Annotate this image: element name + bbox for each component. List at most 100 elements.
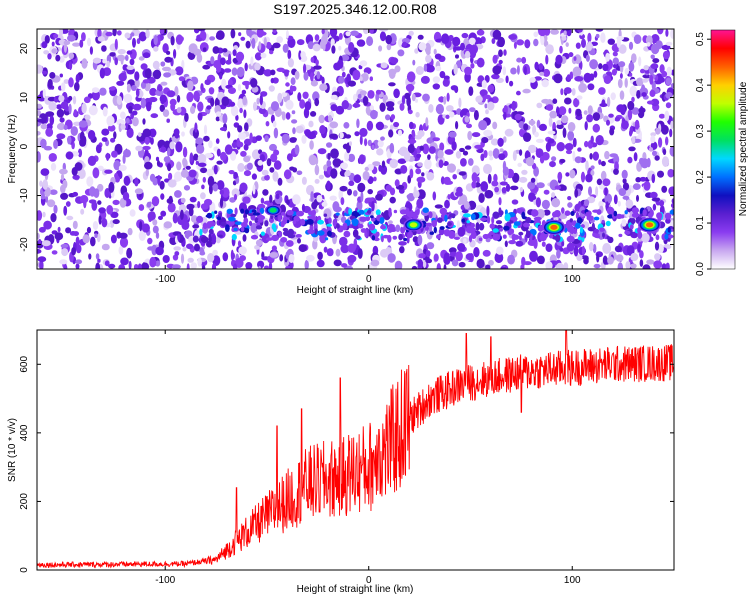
noise-blob xyxy=(92,57,102,64)
noise-blob xyxy=(259,94,263,106)
noise-blob xyxy=(425,250,431,258)
noise-blob xyxy=(104,169,113,174)
noise-blob xyxy=(357,182,366,193)
chart-title: S197.2025.346.12.00.R08 xyxy=(273,1,437,17)
noise-blob xyxy=(160,210,167,217)
noise-blob xyxy=(314,34,320,42)
noise-blob xyxy=(508,240,516,245)
noise-blob xyxy=(369,76,373,81)
noise-blob xyxy=(600,170,607,181)
noise-blob xyxy=(296,39,305,46)
noise-blob xyxy=(670,83,674,89)
noise-blob xyxy=(163,221,173,229)
noise-blob xyxy=(539,71,545,76)
signal-blob xyxy=(618,233,623,238)
noise-blob xyxy=(425,54,432,63)
noise-blob xyxy=(243,155,251,163)
noise-blob xyxy=(125,54,129,62)
noise-blob xyxy=(340,162,348,170)
noise-blob xyxy=(488,259,494,266)
noise-blob xyxy=(402,41,407,47)
noise-blob xyxy=(653,260,663,269)
noise-blob xyxy=(273,127,279,139)
noise-blob xyxy=(47,53,52,60)
noise-blob xyxy=(102,58,107,64)
noise-blob xyxy=(633,34,642,44)
noise-blob xyxy=(444,199,450,209)
noise-blob xyxy=(483,129,493,137)
noise-blob xyxy=(460,158,467,167)
noise-blob xyxy=(281,112,286,121)
noise-blob xyxy=(137,263,142,269)
noise-blob xyxy=(231,188,240,198)
signal-blob xyxy=(461,209,469,214)
noise-blob xyxy=(561,115,569,124)
noise-blob xyxy=(585,160,589,171)
signal-blob xyxy=(516,207,524,214)
noise-blob xyxy=(242,196,251,204)
noise-blob xyxy=(310,56,315,63)
noise-blob xyxy=(312,43,321,52)
noise-blob xyxy=(153,46,159,52)
noise-blob xyxy=(452,36,461,47)
noise-blob xyxy=(484,75,490,83)
noise-blob xyxy=(59,168,68,175)
noise-blob xyxy=(604,187,608,196)
noise-blob xyxy=(511,199,519,205)
noise-blob xyxy=(416,176,426,183)
noise-blob xyxy=(37,151,41,163)
noise-blob xyxy=(467,130,473,141)
noise-blob xyxy=(75,236,80,246)
signal-blob xyxy=(570,211,575,216)
noise-blob xyxy=(521,256,526,267)
noise-blob xyxy=(628,146,636,152)
noise-blob xyxy=(162,255,170,263)
noise-blob xyxy=(233,45,239,51)
noise-blob xyxy=(116,232,121,237)
noise-blob xyxy=(102,106,108,117)
noise-blob xyxy=(155,232,160,239)
noise-blob xyxy=(63,42,67,53)
noise-blob xyxy=(476,258,485,269)
noise-blob xyxy=(339,185,348,192)
noise-blob xyxy=(66,215,74,221)
noise-blob xyxy=(166,50,171,55)
noise-blob xyxy=(583,72,592,83)
noise-blob xyxy=(326,160,332,167)
noise-blob xyxy=(470,44,478,54)
noise-blob xyxy=(228,101,236,107)
noise-blob xyxy=(56,108,65,118)
noise-blob xyxy=(651,81,656,91)
noise-blob xyxy=(357,93,362,99)
noise-blob xyxy=(562,29,571,32)
noise-blob xyxy=(51,41,55,47)
noise-blob xyxy=(168,195,173,204)
noise-blob xyxy=(485,264,491,269)
noise-blob xyxy=(610,92,616,101)
noise-blob xyxy=(109,52,116,57)
noise-blob xyxy=(435,103,444,115)
signal-blob xyxy=(370,215,374,219)
noise-blob xyxy=(602,178,611,187)
noise-blob xyxy=(418,253,426,259)
noise-blob xyxy=(186,91,194,103)
noise-blob xyxy=(344,151,350,162)
noise-blob xyxy=(614,245,623,253)
noise-blob xyxy=(219,127,228,131)
noise-blob xyxy=(407,139,417,144)
noise-blob xyxy=(425,117,429,127)
noise-blob xyxy=(596,178,603,186)
signal-blob xyxy=(629,224,634,230)
noise-blob xyxy=(190,215,199,223)
noise-blob xyxy=(41,240,51,247)
noise-blob xyxy=(412,59,416,66)
noise-blob xyxy=(301,176,307,185)
noise-blob xyxy=(495,77,504,83)
noise-blob xyxy=(417,259,423,268)
signal-blob xyxy=(230,213,237,218)
noise-blob xyxy=(481,137,489,144)
noise-blob xyxy=(515,240,524,247)
noise-blob xyxy=(47,78,53,89)
noise-blob xyxy=(43,145,53,151)
noise-blob xyxy=(212,183,219,192)
